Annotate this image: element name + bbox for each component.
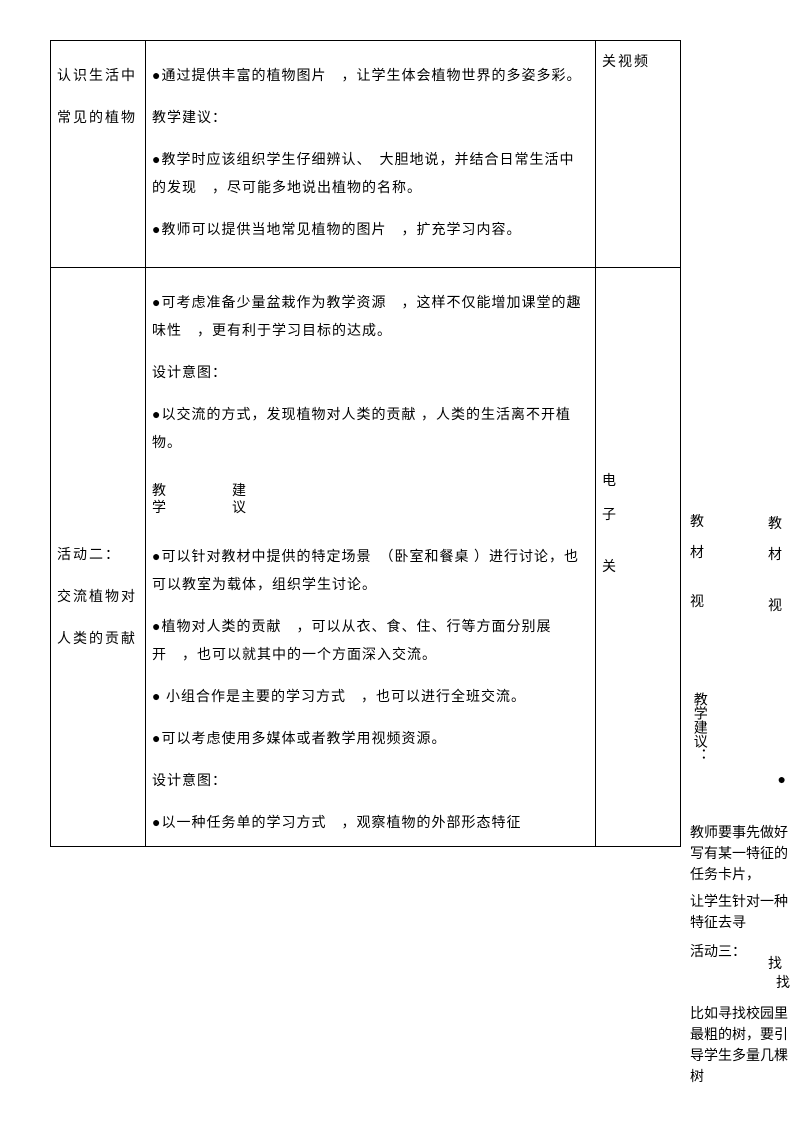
paragraph: 教建 学议 bbox=[152, 484, 589, 518]
side-text: 比如寻找校园里最粗的树，要引导学生多量几棵树 bbox=[690, 1004, 790, 1088]
side-text: 教 材 视 bbox=[768, 510, 782, 622]
side-text: 教师要事先做好写有某一特征的任务卡片， bbox=[690, 823, 790, 886]
paragraph: 设计意图： bbox=[152, 360, 589, 388]
paragraph: ●通过提供丰富的植物图片 ，让学生体会植物世界的多姿多彩。 bbox=[152, 63, 589, 91]
table-row: 活动二： 交流植物对 人类的贡献 ●可考虑准备少量盆栽作为教学资源 ，这样不仅能… bbox=[51, 268, 681, 847]
paragraph: ●可以针对教材中提供的特定场景 （卧室和餐桌 ）进行讨论，也可以教室为载体，组织… bbox=[152, 544, 589, 600]
media-label: 关 bbox=[602, 554, 674, 582]
paragraph: 设计意图： bbox=[152, 768, 589, 796]
paragraph: ●以交流的方式，发现植物对人类的贡献 ，人类的生活离不开植物。 bbox=[152, 402, 589, 458]
side-text: 找 bbox=[690, 971, 790, 996]
paragraph: ●植物对人类的贡献 ，可以从衣、食、住、行等方面分别展开 ，也可以就其中的一个方… bbox=[152, 614, 589, 670]
media-label: 子 bbox=[602, 502, 674, 530]
lesson-table: 认识生活中 常见的植物 ●通过提供丰富的植物图片 ，让学生体会植物世界的多姿多彩… bbox=[50, 40, 681, 847]
activity-title: 交流植物对 bbox=[57, 584, 139, 612]
side-text: 教学建议： bbox=[690, 692, 790, 762]
paragraph: ● 小组合作是主要的学习方式 ，也可以进行全班交流。 bbox=[152, 684, 589, 712]
paragraph: ●教学时应该组织学生仔细辨认、 大胆地说，并结合日常生活中的发现 ，尽可能多地说… bbox=[152, 147, 589, 203]
paragraph: ●可考虑准备少量盆栽作为教学资源 ，这样不仅能增加课堂的趣味性 ，更有利于学习目… bbox=[152, 290, 589, 346]
media-label: 电 bbox=[602, 468, 674, 496]
activity-title: 常见的植物 bbox=[57, 105, 139, 133]
paragraph: 教学建议： bbox=[152, 105, 589, 133]
paragraph: ●可以考虑使用多媒体或者教学用视频资源。 bbox=[152, 726, 589, 754]
table-row: 认识生活中 常见的植物 ●通过提供丰富的植物图片 ，让学生体会植物世界的多姿多彩… bbox=[51, 41, 681, 268]
paragraph: ●以一种任务单的学习方式 ，观察植物的外部形态特征 bbox=[152, 810, 589, 838]
activity-title: 认识生活中 bbox=[57, 63, 139, 91]
media-label: 关视频 bbox=[602, 49, 674, 77]
activity-title: 人类的贡献 bbox=[57, 626, 139, 654]
paragraph: ●教师可以提供当地常见植物的图片 ，扩充学习内容。 bbox=[152, 217, 589, 245]
side-text: 找 bbox=[768, 953, 782, 973]
activity-title: 活动二： bbox=[57, 542, 139, 570]
side-text: 让学生针对一种特征去寻 bbox=[690, 892, 790, 934]
side-text: ● bbox=[690, 768, 790, 793]
